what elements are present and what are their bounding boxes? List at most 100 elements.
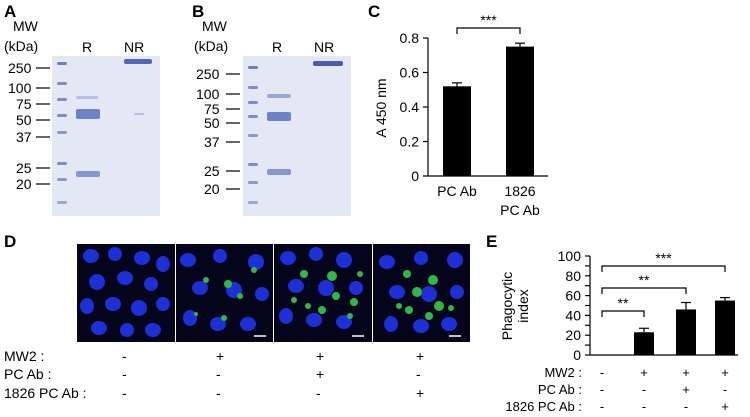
micrograph-3-cells bbox=[279, 247, 364, 337]
chart-e-condition-sign: - bbox=[642, 382, 646, 397]
gel-b-marker-250: 250 bbox=[196, 66, 220, 82]
chart-e-condition-sign: - bbox=[600, 399, 604, 414]
gel-a-marker-37: 37 bbox=[16, 129, 32, 145]
chart-e-condition-sign: + bbox=[721, 399, 729, 414]
gel-b-marker-100: 100 bbox=[196, 86, 220, 102]
gel-a-marker-20: 20 bbox=[16, 176, 32, 192]
chart-c-category-label: PC Ab bbox=[500, 202, 540, 218]
chart-e-bar bbox=[676, 309, 696, 355]
gel-b-marker-ticks bbox=[226, 73, 240, 190]
chart-c-category-label: PC Ab bbox=[437, 183, 477, 199]
chart-e-sig-label: ** bbox=[618, 295, 629, 311]
chart-e-sig-bracket bbox=[601, 265, 726, 272]
gel-a-marker-75: 75 bbox=[16, 96, 32, 112]
chart-c-ytick-label: 0 bbox=[411, 168, 419, 184]
micrograph-3 bbox=[274, 244, 372, 342]
chart-c-category-label: 1826 bbox=[504, 183, 535, 199]
chart-c-ytick-label: 0.8 bbox=[400, 30, 420, 46]
micrograph-4-cells bbox=[379, 251, 464, 337]
gel-a-marker-50: 50 bbox=[16, 112, 32, 128]
gel-b-marker-37: 37 bbox=[204, 134, 220, 150]
gel-a-kda-label: (kDa) bbox=[4, 38, 39, 54]
gel-b-marker-20: 20 bbox=[204, 181, 220, 197]
gel-b-kda-label: (kDa) bbox=[194, 38, 229, 54]
chart-c-bar bbox=[506, 46, 534, 176]
micrograph-2-cells bbox=[180, 249, 269, 337]
gel-a-lane-nr: NR bbox=[124, 39, 145, 55]
chart-e-condition-sign: + bbox=[640, 365, 648, 380]
gel-a-image bbox=[52, 56, 160, 216]
gel-b-marker-50: 50 bbox=[204, 115, 220, 131]
d-pcab-1: - bbox=[122, 366, 127, 382]
micrograph-1-cells bbox=[80, 247, 170, 337]
d-mw2-4: + bbox=[416, 348, 425, 364]
chart-e-condition-sign: - bbox=[600, 365, 604, 380]
chart-e-sig-bracket bbox=[601, 287, 687, 294]
gel-b-image bbox=[243, 56, 351, 216]
chart-c-ylabel: A 450 nm bbox=[373, 78, 389, 137]
chart-c-bar bbox=[443, 86, 471, 176]
d-mw2-1: - bbox=[122, 348, 127, 364]
chart-e-condition-sign: - bbox=[600, 382, 604, 397]
gel-b-lane-nr: NR bbox=[314, 39, 335, 55]
d-pcab-3: + bbox=[316, 366, 325, 382]
panel-label-d: D bbox=[4, 232, 17, 251]
chart-e-ytick-label: 100 bbox=[558, 248, 582, 264]
d-1826-3: - bbox=[316, 385, 321, 401]
d-mw2-2: + bbox=[216, 348, 225, 364]
chart-e-ytick-label: 60 bbox=[565, 288, 581, 304]
d-pcab-4: - bbox=[416, 366, 421, 382]
chart-e-ytick-label: 0 bbox=[573, 347, 581, 363]
d-row-label-mw2: MW2 : bbox=[4, 348, 45, 364]
chart-e-ytick-label: 40 bbox=[565, 307, 581, 323]
gel-a-mw-label: MW bbox=[13, 18, 38, 34]
chart-e-ytick-label: 20 bbox=[565, 327, 581, 343]
gel-a-marker-100: 100 bbox=[8, 80, 32, 96]
chart-e-condition-sign: - bbox=[723, 382, 727, 397]
micrograph-1 bbox=[77, 244, 175, 342]
d-1826-4: + bbox=[416, 385, 425, 401]
chart-c: A 450 nm 0 0.2 0.4 0.6 0.8 *** PC Ab 1826 PC A… bbox=[373, 12, 548, 218]
micrograph-2 bbox=[176, 244, 273, 342]
gel-a-lane-r: R bbox=[82, 39, 93, 55]
chart-e-condition-sign: + bbox=[682, 365, 690, 380]
chart-e-ylabel-line1: Phagocyticindex bbox=[499, 272, 531, 340]
micrograph-4 bbox=[373, 244, 470, 342]
gel-b-marker-75: 75 bbox=[204, 101, 220, 117]
gel-a-marker-ticks bbox=[36, 67, 50, 185]
d-row-label-1826-pc-ab: 1826 PC Ab : bbox=[4, 385, 87, 401]
panel-label-a: A bbox=[4, 2, 17, 21]
panel-label-b: B bbox=[192, 2, 205, 21]
chart-e-bar bbox=[634, 332, 654, 355]
d-row-label-pc-ab: PC Ab : bbox=[4, 366, 52, 382]
chart-c-ytick-label: 0.4 bbox=[400, 99, 420, 115]
gel-b-mw-label: MW bbox=[202, 18, 227, 34]
chart-e-sig-label: *** bbox=[655, 250, 672, 266]
chart-e-row-label: 1826 PC Ab : bbox=[505, 399, 582, 414]
chart-e-condition-sign: - bbox=[684, 399, 688, 414]
d-1826-2: - bbox=[216, 385, 221, 401]
d-1826-1: - bbox=[122, 385, 127, 401]
chart-c-ytick-label: 0.2 bbox=[400, 134, 420, 150]
chart-e-condition-sign: + bbox=[721, 365, 729, 380]
panel-label-e: E bbox=[486, 232, 498, 251]
chart-e-row-label: PC Ab : bbox=[538, 382, 582, 397]
gel-b-marker-25: 25 bbox=[204, 163, 220, 179]
chart-c-sig-bracket bbox=[456, 27, 521, 34]
chart-e-bar bbox=[715, 300, 735, 355]
chart-c-ytick-label: 0.6 bbox=[400, 65, 420, 81]
chart-e-ytick-label: 80 bbox=[565, 268, 581, 284]
chart-e-condition-sign: + bbox=[682, 382, 690, 397]
chart-e-row-label: MW2 : bbox=[544, 365, 582, 380]
gel-b-lane-r: R bbox=[272, 39, 283, 55]
chart-e-sig-label: ** bbox=[639, 272, 650, 288]
d-mw2-3: + bbox=[316, 348, 325, 364]
chart-e-sig-bracket bbox=[601, 310, 645, 317]
panel-label-c: C bbox=[368, 2, 381, 21]
chart-e-condition-sign: - bbox=[642, 399, 646, 414]
d-pcab-2: - bbox=[216, 366, 221, 382]
chart-c-sig-label: *** bbox=[480, 12, 497, 28]
gel-a-marker-250: 250 bbox=[8, 60, 32, 76]
gel-a-marker-25: 25 bbox=[16, 160, 32, 176]
